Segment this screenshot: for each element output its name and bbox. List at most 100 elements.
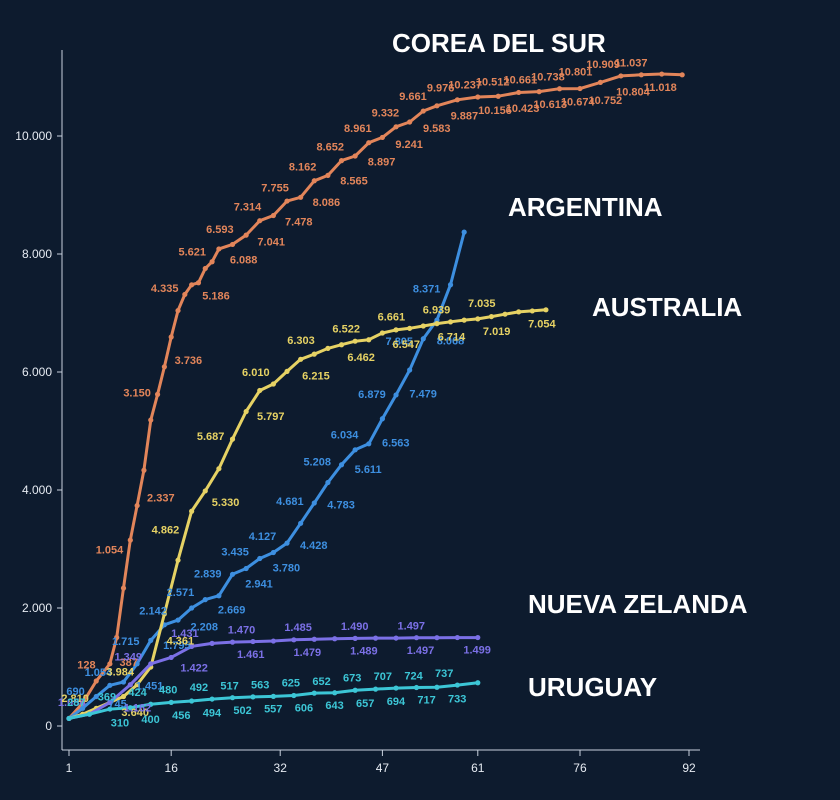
data-point	[372, 686, 379, 692]
data-label: 1.349	[115, 652, 143, 664]
data-point	[332, 636, 338, 642]
data-label: 6.939	[423, 304, 451, 316]
y-tick-label: 8.000	[22, 247, 52, 261]
data-point	[257, 387, 263, 394]
data-label: 8.565	[340, 176, 368, 188]
data-label: 1.497	[407, 645, 435, 657]
data-label: 1.479	[294, 647, 322, 659]
data-point	[229, 571, 236, 577]
data-label: 7.805	[386, 336, 414, 348]
data-label: 6.522	[332, 323, 360, 335]
data-label: 724	[404, 670, 423, 682]
data-point	[659, 71, 665, 77]
data-label: 6.593	[206, 224, 234, 236]
data-label: 10.752	[589, 95, 623, 107]
data-point	[202, 597, 208, 603]
data-label: 1.431	[171, 628, 199, 640]
data-point	[379, 134, 386, 141]
data-point	[298, 194, 304, 200]
data-label: 4.428	[300, 540, 328, 552]
data-point	[379, 416, 386, 422]
data-point	[195, 280, 202, 286]
data-point	[420, 336, 426, 342]
data-label: 8.371	[413, 284, 441, 296]
data-label: 10.804	[616, 86, 651, 98]
data-point	[325, 172, 331, 179]
data-label: 1.461	[237, 649, 265, 661]
data-point	[516, 89, 522, 96]
data-label: 4.335	[151, 283, 179, 295]
data-label: 694	[387, 696, 406, 708]
data-point	[618, 73, 624, 79]
data-label: 11.037	[614, 57, 647, 69]
x-tick-label: 76	[573, 761, 587, 775]
data-point	[291, 637, 297, 643]
data-label: 8.162	[289, 161, 317, 173]
data-label: 2.337	[147, 492, 175, 504]
data-label: 657	[356, 698, 374, 710]
x-tick-label: 61	[471, 761, 485, 775]
data-point	[243, 565, 249, 572]
data-point	[284, 198, 290, 204]
data-point	[311, 690, 317, 696]
x-tick-label: 92	[682, 761, 696, 775]
data-point	[311, 500, 317, 506]
data-label: 10.661	[503, 74, 537, 86]
y-tick-label: 2.000	[22, 601, 52, 615]
data-label: 7.479	[409, 389, 437, 401]
data-point	[393, 392, 399, 398]
data-label: 1.054	[96, 545, 124, 557]
data-point	[148, 637, 154, 643]
data-label: 3.435	[221, 547, 249, 559]
data-point	[475, 316, 481, 322]
data-point	[168, 334, 174, 340]
data-point	[257, 218, 263, 224]
data-point	[311, 178, 317, 184]
data-label: 9.583	[423, 123, 451, 135]
data-label: 643	[325, 700, 343, 712]
data-point	[325, 479, 331, 486]
data-label: 4.783	[327, 499, 355, 511]
data-point	[679, 72, 685, 78]
data-point	[516, 309, 522, 315]
data-label: 3.984	[106, 667, 134, 679]
data-label: 6.879	[358, 389, 386, 401]
data-label: 502	[233, 705, 251, 717]
series-title: URUGUAY	[528, 672, 657, 702]
data-label: 5.687	[197, 431, 225, 443]
data-point	[338, 462, 345, 468]
data-label: 369	[98, 691, 116, 703]
data-label: 5.621	[179, 247, 207, 259]
data-label: 1.485	[284, 622, 312, 634]
y-tick-label: 4.000	[22, 483, 52, 497]
data-point	[393, 635, 399, 641]
series-title: ARGENTINA	[508, 192, 663, 222]
data-label: 1.497	[398, 621, 426, 633]
data-label: 9.661	[399, 91, 427, 103]
data-point	[229, 241, 236, 248]
data-label: 9.887	[451, 111, 479, 123]
data-point	[284, 368, 290, 375]
data-point	[229, 436, 236, 442]
data-label: 737	[435, 668, 453, 680]
data-label: 6.034	[331, 430, 359, 442]
data-point	[229, 695, 236, 701]
data-label: 7.755	[261, 182, 289, 194]
data-label: 10.423	[506, 103, 540, 115]
data-label: 10.909	[586, 59, 620, 71]
data-point	[461, 317, 467, 323]
data-point	[127, 537, 133, 543]
data-label: 424	[128, 687, 147, 699]
data-point	[454, 682, 460, 688]
data-label: 4.681	[276, 496, 304, 508]
data-label: 3.640	[121, 707, 149, 719]
data-label: 310	[111, 717, 129, 729]
data-label: 745	[108, 698, 126, 710]
data-label: 517	[220, 680, 238, 692]
data-point	[298, 356, 304, 362]
data-point	[243, 408, 249, 415]
data-point	[86, 711, 93, 717]
data-point	[434, 635, 440, 641]
data-point	[407, 119, 413, 125]
data-point	[134, 661, 140, 667]
